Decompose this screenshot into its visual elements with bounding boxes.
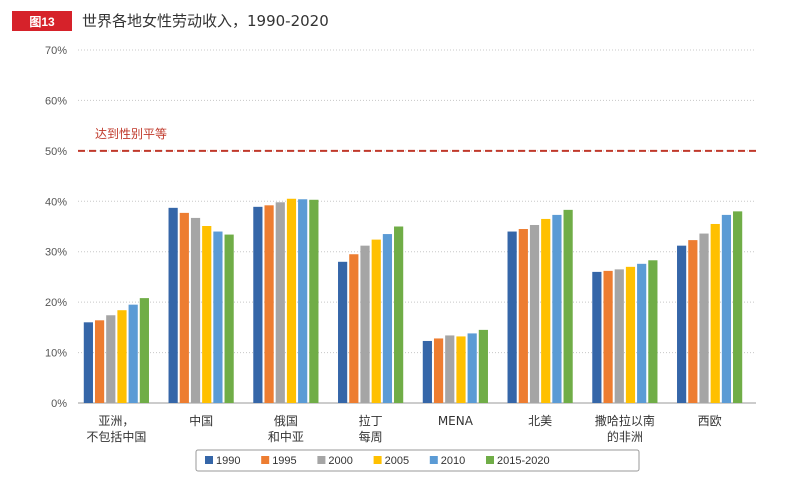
category-label: 的非洲 [607, 429, 643, 444]
bar [478, 329, 488, 403]
y-tick-label: 70% [45, 45, 67, 57]
bar [467, 333, 477, 403]
category-label: 不包括中国 [86, 429, 146, 444]
bar [563, 209, 573, 403]
bar [699, 233, 709, 403]
bar [382, 234, 393, 403]
legend-swatch [317, 456, 326, 464]
bar [275, 202, 285, 403]
bar [128, 304, 138, 403]
bar [529, 224, 540, 403]
bar [168, 207, 178, 403]
parity-reference: 达到性别平等 [78, 127, 756, 152]
bar [309, 199, 319, 403]
legend-label: 1990 [216, 455, 240, 467]
bar [286, 198, 297, 403]
y-tick-label: 40% [45, 196, 67, 208]
bar [688, 240, 698, 403]
legend-swatch [429, 456, 438, 464]
bar [648, 260, 658, 403]
legend-label: 2005 [385, 455, 409, 467]
y-axis-tick-labels: 0% 10% 20% 30% 40% 50% 60% 70% [45, 45, 67, 410]
y-tick-label: 10% [45, 348, 67, 360]
bar [213, 231, 223, 403]
category-label: 每周 [359, 429, 383, 444]
bar [603, 270, 613, 403]
bar [456, 336, 466, 403]
bar [733, 211, 743, 403]
legend-box [195, 449, 640, 472]
bar [371, 239, 381, 403]
category-label: 中国 [189, 413, 213, 428]
bar [592, 271, 602, 403]
legend-label: 2015-2020 [497, 455, 550, 467]
legend-swatch [373, 456, 382, 464]
category-label: 拉丁 [359, 413, 383, 428]
chart-title: 世界各地女性劳动收入，1990-2020 [82, 12, 329, 30]
category-label: 和中亚 [268, 429, 304, 444]
bar [338, 261, 348, 403]
bar [94, 320, 105, 403]
legend-label: 1995 [272, 455, 296, 467]
legend-swatch [261, 456, 270, 464]
category-label: 亚洲， [98, 414, 134, 428]
bar [710, 223, 720, 403]
legend-label: 2000 [328, 455, 352, 467]
bar [625, 266, 636, 403]
bar [139, 298, 149, 403]
y-tick-label: 0% [51, 398, 67, 410]
bar [507, 231, 517, 403]
bar [721, 214, 732, 403]
y-tick-label: 60% [45, 95, 67, 107]
bar [394, 226, 404, 403]
bar [253, 206, 263, 403]
bar [202, 226, 212, 403]
bar [106, 315, 116, 403]
parity-label: 达到性别平等 [95, 127, 167, 141]
category-label: 西欧 [698, 414, 722, 428]
bar [83, 322, 93, 403]
bar [614, 269, 624, 403]
bar [264, 205, 274, 403]
bar [518, 229, 528, 403]
legend-swatch [486, 456, 494, 464]
legend-swatch [205, 456, 213, 464]
bar [190, 217, 201, 403]
legend: 1990 1995 2000 2005 2010 2015-2020 [195, 449, 640, 472]
category-label: 北美 [528, 414, 552, 428]
y-tick-label: 50% [45, 146, 67, 158]
category-label: 俄国 [274, 414, 298, 428]
bar [637, 263, 647, 403]
bar [349, 254, 359, 403]
bar [179, 212, 189, 403]
bar [541, 218, 551, 403]
bar [298, 199, 308, 403]
bar [445, 335, 455, 403]
y-tick-label: 30% [45, 247, 67, 259]
bar [433, 338, 444, 403]
legend-label: 2010 [441, 455, 465, 467]
figure-number-badge: 图13 [12, 11, 72, 31]
bar [360, 245, 370, 403]
bar [422, 340, 432, 403]
bar [224, 234, 234, 403]
category-label: MENA [438, 414, 474, 428]
bars [83, 198, 743, 403]
bar [552, 214, 562, 403]
y-tick-label: 20% [45, 297, 67, 309]
bar [677, 245, 687, 403]
bar [117, 310, 127, 403]
category-label: 撒哈拉以南 [595, 413, 655, 428]
